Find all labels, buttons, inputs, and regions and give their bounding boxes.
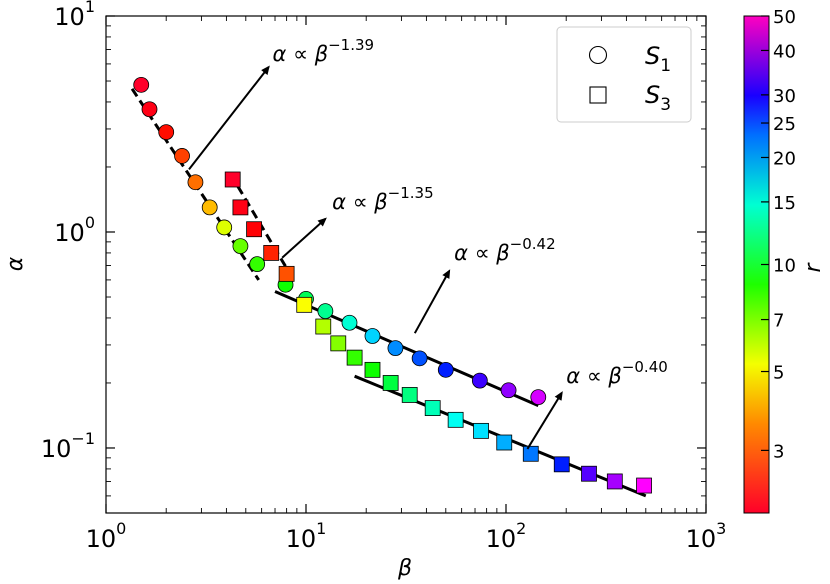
- data-points: [133, 76, 652, 494]
- colorbar: 3 5 7 10 15 20 25 30 40 50 r: [743, 7, 826, 514]
- point-S3-12: [424, 400, 441, 416]
- point-S1-15: [411, 350, 428, 367]
- annotation-arrow-0: [188, 65, 270, 170]
- point-S3-20: [636, 477, 652, 494]
- y-tick-label-0: 10−1: [41, 429, 95, 463]
- point-S1-1: [141, 101, 158, 118]
- point-S3-11: [401, 387, 418, 403]
- point-S3-14: [473, 422, 489, 439]
- colorbar-ticks: 3 5 7 10 15 20 25 30 40 50: [761, 7, 796, 462]
- colorbar-tick-label-3: 10: [773, 256, 796, 277]
- legend-label-s3: S3: [645, 81, 671, 115]
- point-S1-17: [471, 372, 488, 389]
- annotation-arrow-2: [413, 269, 451, 334]
- point-S3-1: [232, 199, 249, 216]
- legend-label-s1: S1: [645, 42, 671, 76]
- colorbar-tick-label-2: 7: [773, 311, 784, 332]
- colorbar-tick-label-9: 50: [773, 7, 796, 28]
- point-S1-16: [437, 361, 454, 378]
- point-S3-4: [278, 265, 295, 282]
- point-S3-3: [263, 245, 280, 261]
- point-S1-7: [232, 238, 249, 255]
- point-S1-2: [158, 124, 175, 141]
- colorbar-tick-label-7: 30: [773, 86, 796, 107]
- point-S3-18: [581, 465, 597, 482]
- annotation-label-2: α ∝ β−0.42: [454, 235, 556, 265]
- point-S1-12: [341, 314, 358, 331]
- plot-frame: [105, 15, 707, 514]
- point-S1-0: [133, 76, 150, 93]
- colorbar-tick-label-4: 15: [773, 193, 796, 214]
- x-tick-label-2: 102: [486, 519, 527, 553]
- legend: S1 S3: [556, 26, 692, 123]
- point-S3-17: [553, 456, 570, 473]
- annotation-label-0: α ∝ β−1.39: [273, 36, 375, 66]
- point-S1-8: [249, 256, 266, 273]
- y-tick-label-1: 100: [54, 213, 95, 247]
- point-S3-16: [522, 445, 539, 462]
- annotation-label-1: α ∝ β−1.35: [332, 184, 434, 214]
- colorbar-label: r: [801, 262, 826, 273]
- annotation-arrow-3: [526, 391, 563, 450]
- colorbar-tick-label-1: 5: [773, 363, 784, 384]
- colorbar-tick-label-5: 20: [773, 148, 796, 169]
- colorbar-tick-label-0: 3: [773, 441, 784, 462]
- point-S1-13: [364, 328, 381, 344]
- point-S3-0: [224, 171, 241, 188]
- y-axis-label: α: [3, 256, 28, 271]
- annotations: α ∝ β−1.39 α ∝ β−1.35 α ∝ β−0.42 α ∝ β−0.40: [188, 36, 668, 450]
- x-tick-label-0: 100: [86, 519, 127, 553]
- point-S3-13: [447, 411, 464, 428]
- colorbar-tick-label-8: 40: [773, 41, 796, 62]
- point-S3-10: [382, 375, 399, 391]
- point-S1-3: [174, 148, 190, 164]
- axis-ticks: 100 101 102 103 10−1 100 101: [41, 0, 727, 553]
- point-S3-7: [330, 335, 347, 352]
- colorbar-tick-label-6: 25: [773, 114, 796, 135]
- fit-lines: [130, 88, 647, 498]
- point-S3-5: [296, 296, 313, 313]
- point-S1-19: [530, 389, 547, 406]
- point-S1-14: [387, 340, 404, 357]
- point-S3-2: [246, 221, 262, 238]
- x-axis-label: β: [397, 556, 412, 581]
- point-S3-8: [346, 349, 363, 366]
- point-S3-9: [364, 361, 381, 378]
- annotation-label-3: α ∝ β−0.40: [566, 358, 668, 388]
- legend-square-marker: [589, 86, 607, 104]
- y-tick-label-2: 101: [54, 0, 95, 31]
- point-S1-6: [216, 219, 233, 236]
- point-S1-18: [500, 382, 517, 399]
- legend-circle-marker: [588, 45, 608, 65]
- point-S1-5: [201, 199, 218, 216]
- x-tick-label-3: 103: [686, 519, 727, 553]
- point-S3-19: [606, 473, 623, 490]
- point-S1-4: [187, 174, 204, 191]
- point-S1-11: [317, 303, 334, 320]
- point-S3-6: [315, 318, 332, 335]
- annotation-arrow-1: [281, 217, 327, 259]
- point-S3-15: [496, 434, 513, 451]
- x-tick-label-1: 101: [286, 519, 327, 553]
